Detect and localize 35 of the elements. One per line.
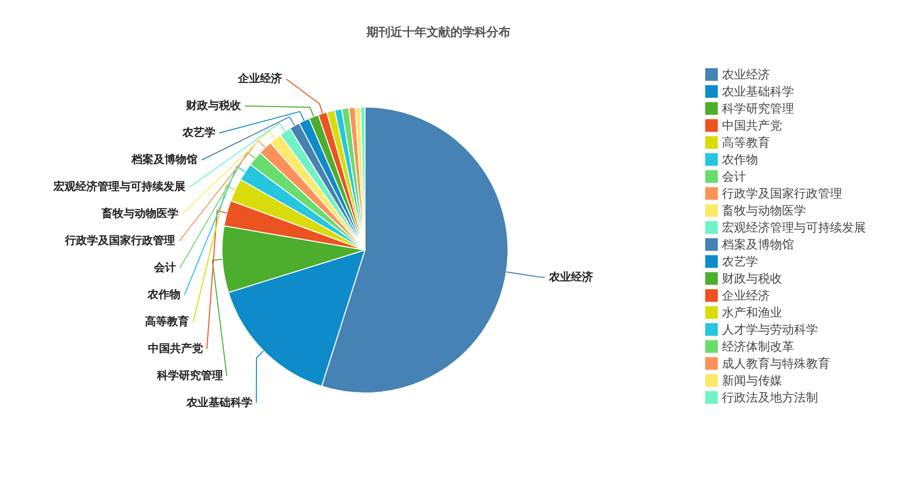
legend-label: 人才学与劳动科学 [722,322,818,336]
data-label: 企业经济 [237,72,282,85]
legend-label: 行政法及地方法制 [722,390,818,404]
data-label: 农业基础科学 [185,396,252,409]
data-label: 财政与税收 [185,99,242,112]
data-label: 高等教育 [145,315,190,328]
legend-label: 档案及博物馆 [721,238,794,252]
legend-label: 会计 [722,170,746,184]
chart-title: 期刊近十年文献的学科分布 [366,25,510,39]
data-label: 中国共产党 [148,342,203,355]
data-label: 会计 [152,261,176,274]
data-label: 畜牧与动物医学 [100,207,178,220]
legend-label: 科学研究管理 [722,102,794,116]
data-label: 行政学及国家行政管理 [64,234,176,247]
legend-label: 农业基础科学 [722,84,794,98]
legend-label: 农作物 [722,152,758,166]
legend-label: 新闻与传媒 [722,374,782,388]
legend-label: 农业经济 [722,68,770,82]
legend-label: 经济体制改革 [722,340,794,354]
legend-label: 畜牧与动物医学 [722,204,806,218]
data-label: 农业经济 [548,270,593,284]
data-label: 科学研究管理 [156,369,223,382]
legend-label: 行政学及国家行政管理 [722,186,842,200]
legend-label: 财政与税收 [722,272,782,286]
legend-label: 水产和渔业 [722,306,782,320]
legend-label: 成人教育与特殊教育 [722,356,830,370]
legend-label: 高等教育 [722,136,770,150]
data-label: 农艺学 [181,126,216,139]
legend-label: 农艺学 [722,254,758,268]
data-label: 宏观经济管理与可持续发展 [52,180,186,193]
data-label: 档案及博物馆 [130,153,198,166]
legend-label: 企业经济 [722,288,770,302]
legend-label: 中国共产党 [722,118,782,132]
legend-label: 宏观经济管理与可持续发展 [722,220,866,234]
data-label: 农作物 [146,288,180,301]
